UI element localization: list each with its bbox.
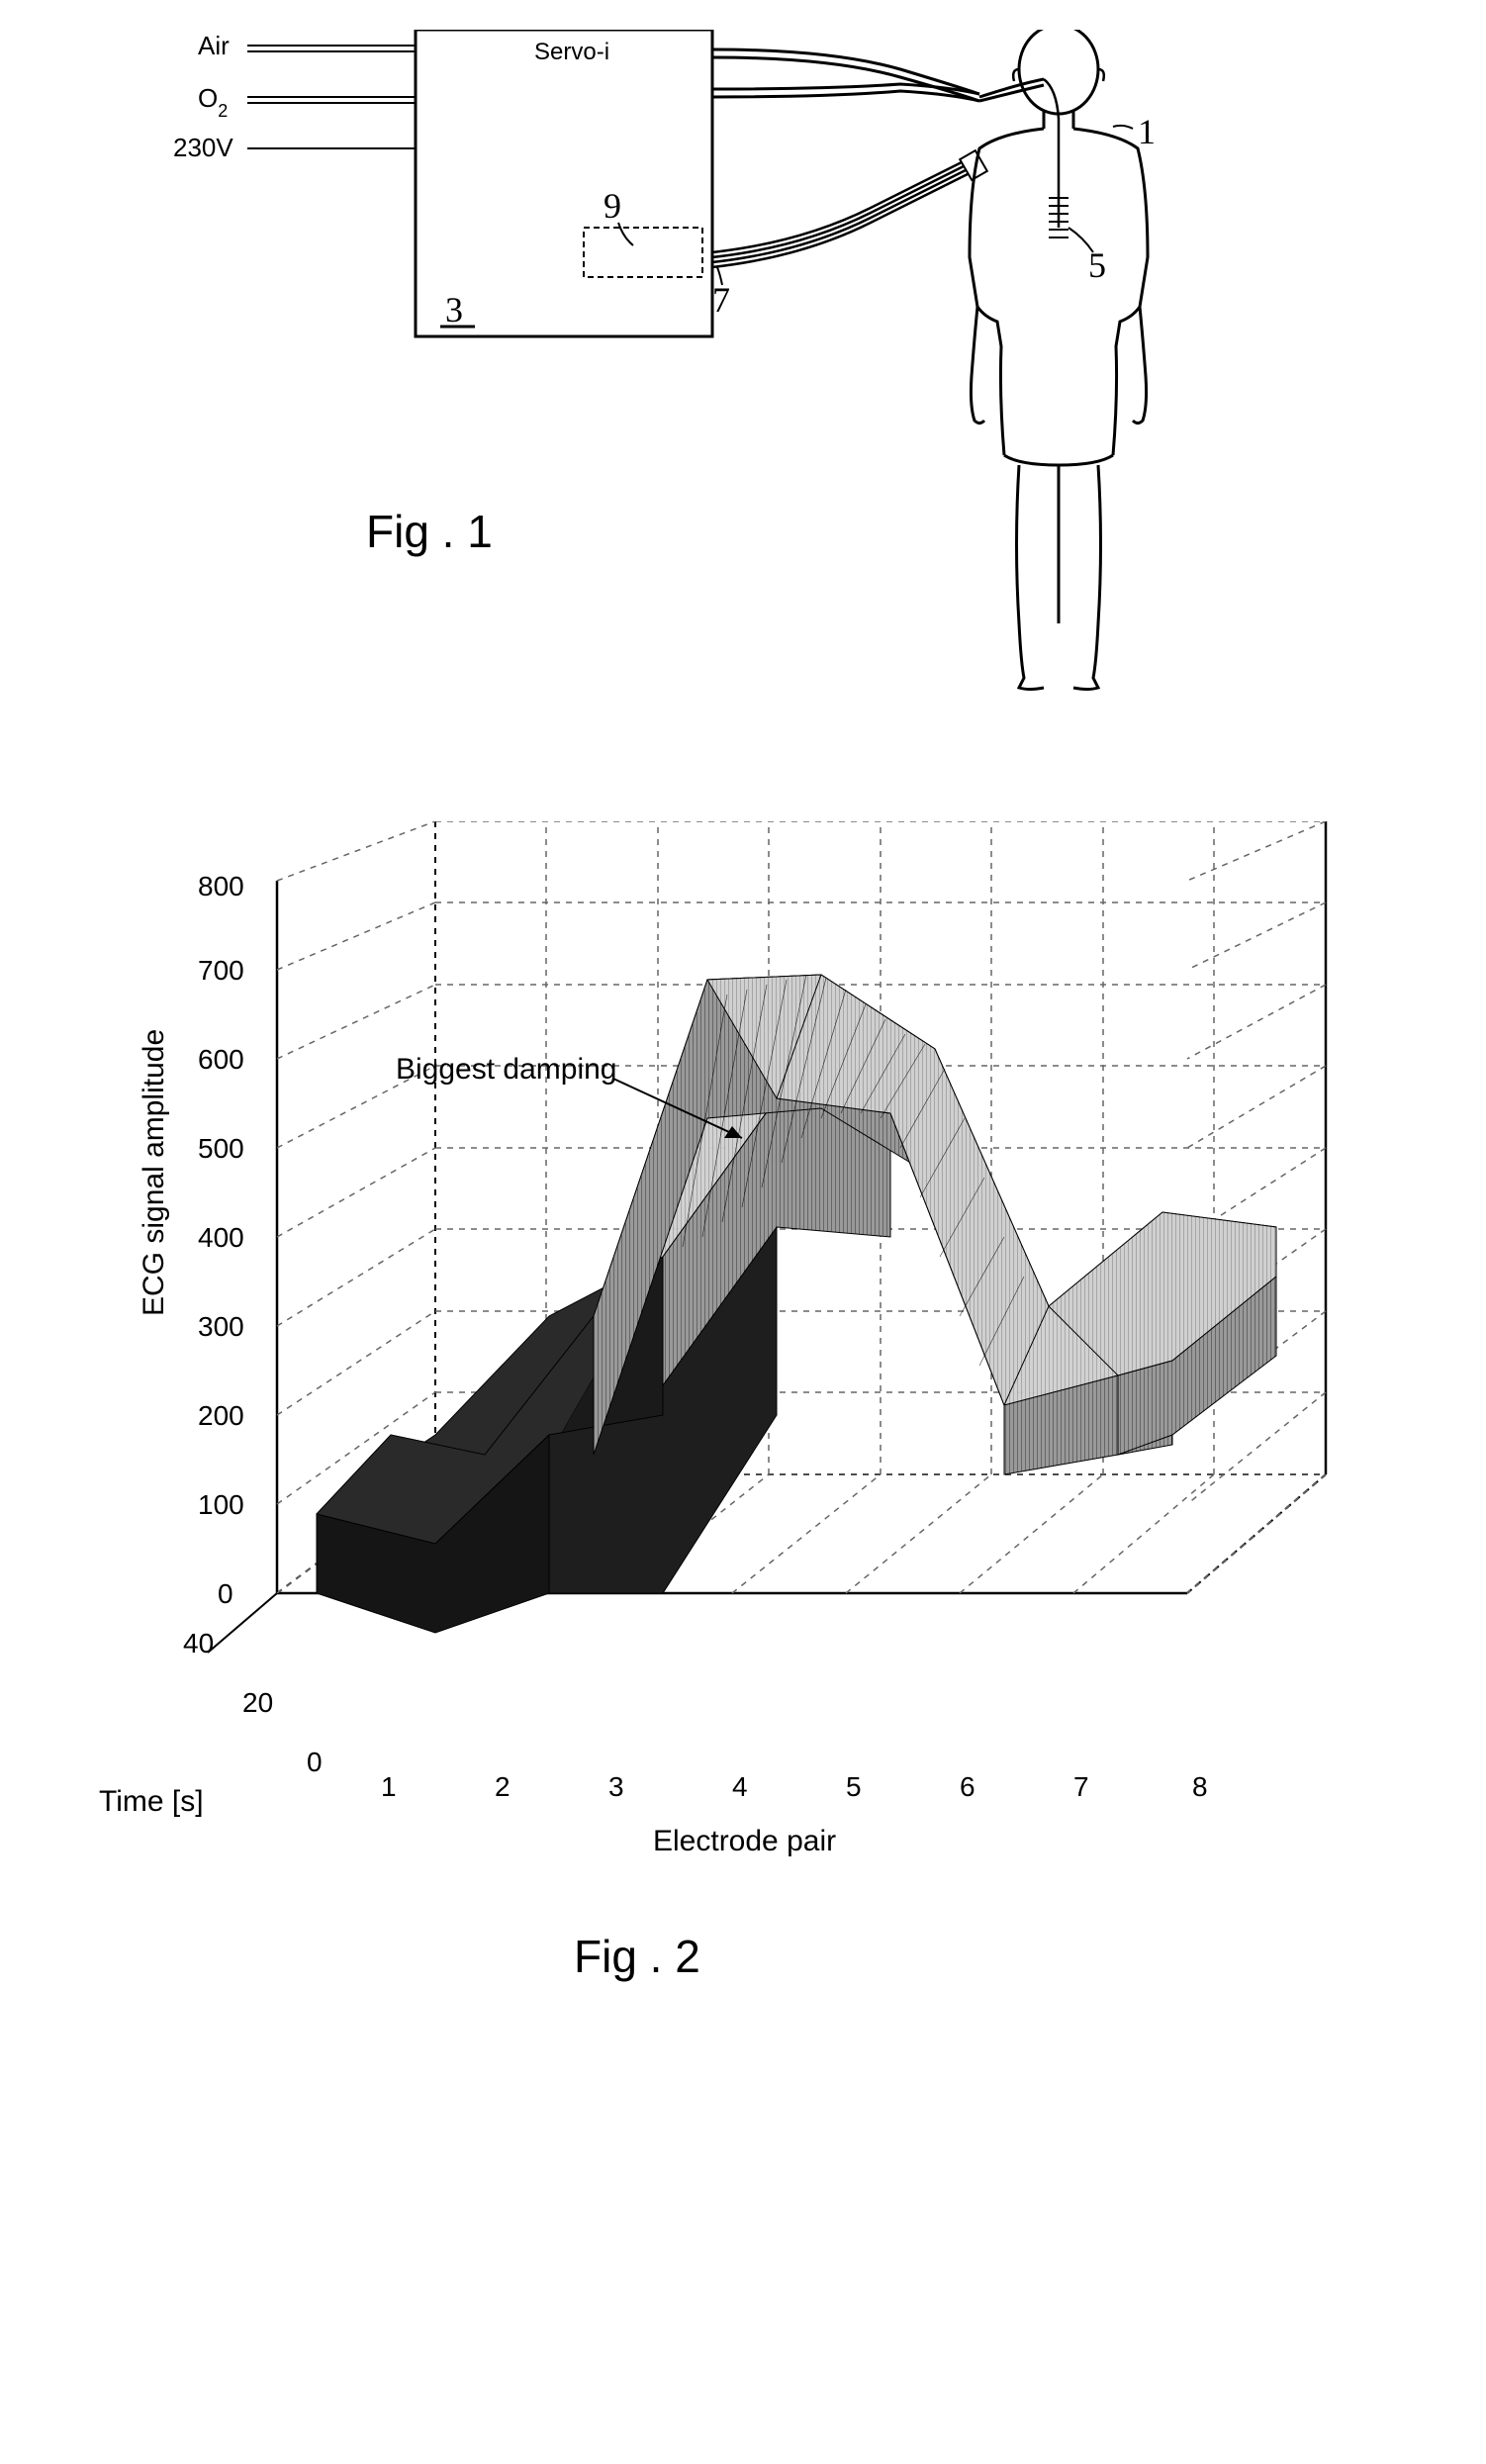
x-axis: 1 2 3 4 5 6 7 8	[381, 1771, 1208, 1802]
ytick-100: 100	[198, 1489, 244, 1520]
figure-2-label: Fig . 2	[574, 1930, 700, 1983]
annotation-7: 7	[712, 280, 730, 320]
annotation-9-arrow	[618, 223, 633, 245]
xtick-3: 3	[608, 1771, 624, 1802]
xtick-8: 8	[1192, 1771, 1208, 1802]
input-label-o2: O2	[198, 83, 228, 121]
servo-box-label: Servo-i	[534, 39, 609, 65]
x-axis-label: Electrode pair	[653, 1825, 836, 1857]
figure-1-label: Fig . 1	[366, 505, 493, 558]
ytick-600: 600	[198, 1044, 244, 1075]
annotation-9: 9	[604, 186, 621, 226]
xtick-1: 1	[381, 1771, 397, 1802]
input-label-air: Air	[198, 31, 230, 60]
ytick-500: 500	[198, 1133, 244, 1164]
ztick-0: 0	[307, 1747, 323, 1777]
ytick-700: 700	[198, 955, 244, 986]
figure-2-section: 0 100 200 300 400 500 600 700 800	[59, 802, 1427, 2088]
xtick-7: 7	[1073, 1771, 1089, 1802]
ytick-400: 400	[198, 1222, 244, 1253]
figure-1-container: Air O2 230V Servo-i 3 9	[59, 30, 1427, 722]
annotation-1-arrow	[1113, 126, 1133, 129]
human-figure	[970, 30, 1148, 690]
ztick-40: 40	[183, 1628, 214, 1658]
ytick-800: 800	[198, 871, 244, 901]
tube-lower-2	[712, 91, 979, 101]
ytick-0: 0	[218, 1578, 233, 1609]
cable-1	[712, 158, 970, 252]
annotation-1: 1	[1138, 112, 1156, 151]
biggest-damping-annotation: Biggest damping	[396, 1053, 616, 1086]
xtick-5: 5	[846, 1771, 862, 1802]
figure-2-container: 0 100 200 300 400 500 600 700 800	[59, 802, 1427, 2088]
ztick-20: 20	[242, 1687, 273, 1718]
module-box	[584, 228, 702, 277]
input-label-230v: 230V	[173, 133, 233, 162]
z-axis-label: Time [s]	[99, 1785, 204, 1818]
figure-1-section: Air O2 230V Servo-i 3 9	[59, 30, 1427, 722]
xtick-2: 2	[495, 1771, 511, 1802]
z-axis: 0 20 40	[183, 1593, 346, 1777]
annotation-3: 3	[445, 290, 463, 330]
annotation-5-arrow	[1068, 228, 1093, 252]
figure-1-diagram: Air O2 230V Servo-i 3 9	[158, 30, 1346, 722]
xtick-6: 6	[960, 1771, 975, 1802]
xtick-4: 4	[732, 1771, 748, 1802]
y-axis-label: ECG signal amplitude	[138, 1029, 170, 1316]
figure-2-chart: 0 100 200 300 400 500 600 700 800	[99, 821, 1435, 1910]
ytick-300: 300	[198, 1311, 244, 1342]
annotation-5: 5	[1088, 245, 1106, 285]
ytick-200: 200	[198, 1400, 244, 1431]
